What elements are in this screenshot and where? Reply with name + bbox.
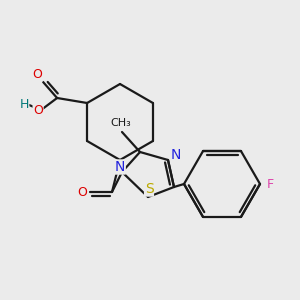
- Text: F: F: [266, 178, 274, 190]
- Text: O: O: [32, 68, 42, 82]
- Text: N: N: [171, 148, 181, 162]
- Text: CH₃: CH₃: [111, 118, 131, 128]
- Text: N: N: [115, 160, 125, 174]
- Text: H: H: [20, 98, 29, 110]
- Text: S: S: [145, 182, 153, 196]
- Text: O: O: [33, 104, 43, 118]
- Text: O: O: [77, 185, 87, 199]
